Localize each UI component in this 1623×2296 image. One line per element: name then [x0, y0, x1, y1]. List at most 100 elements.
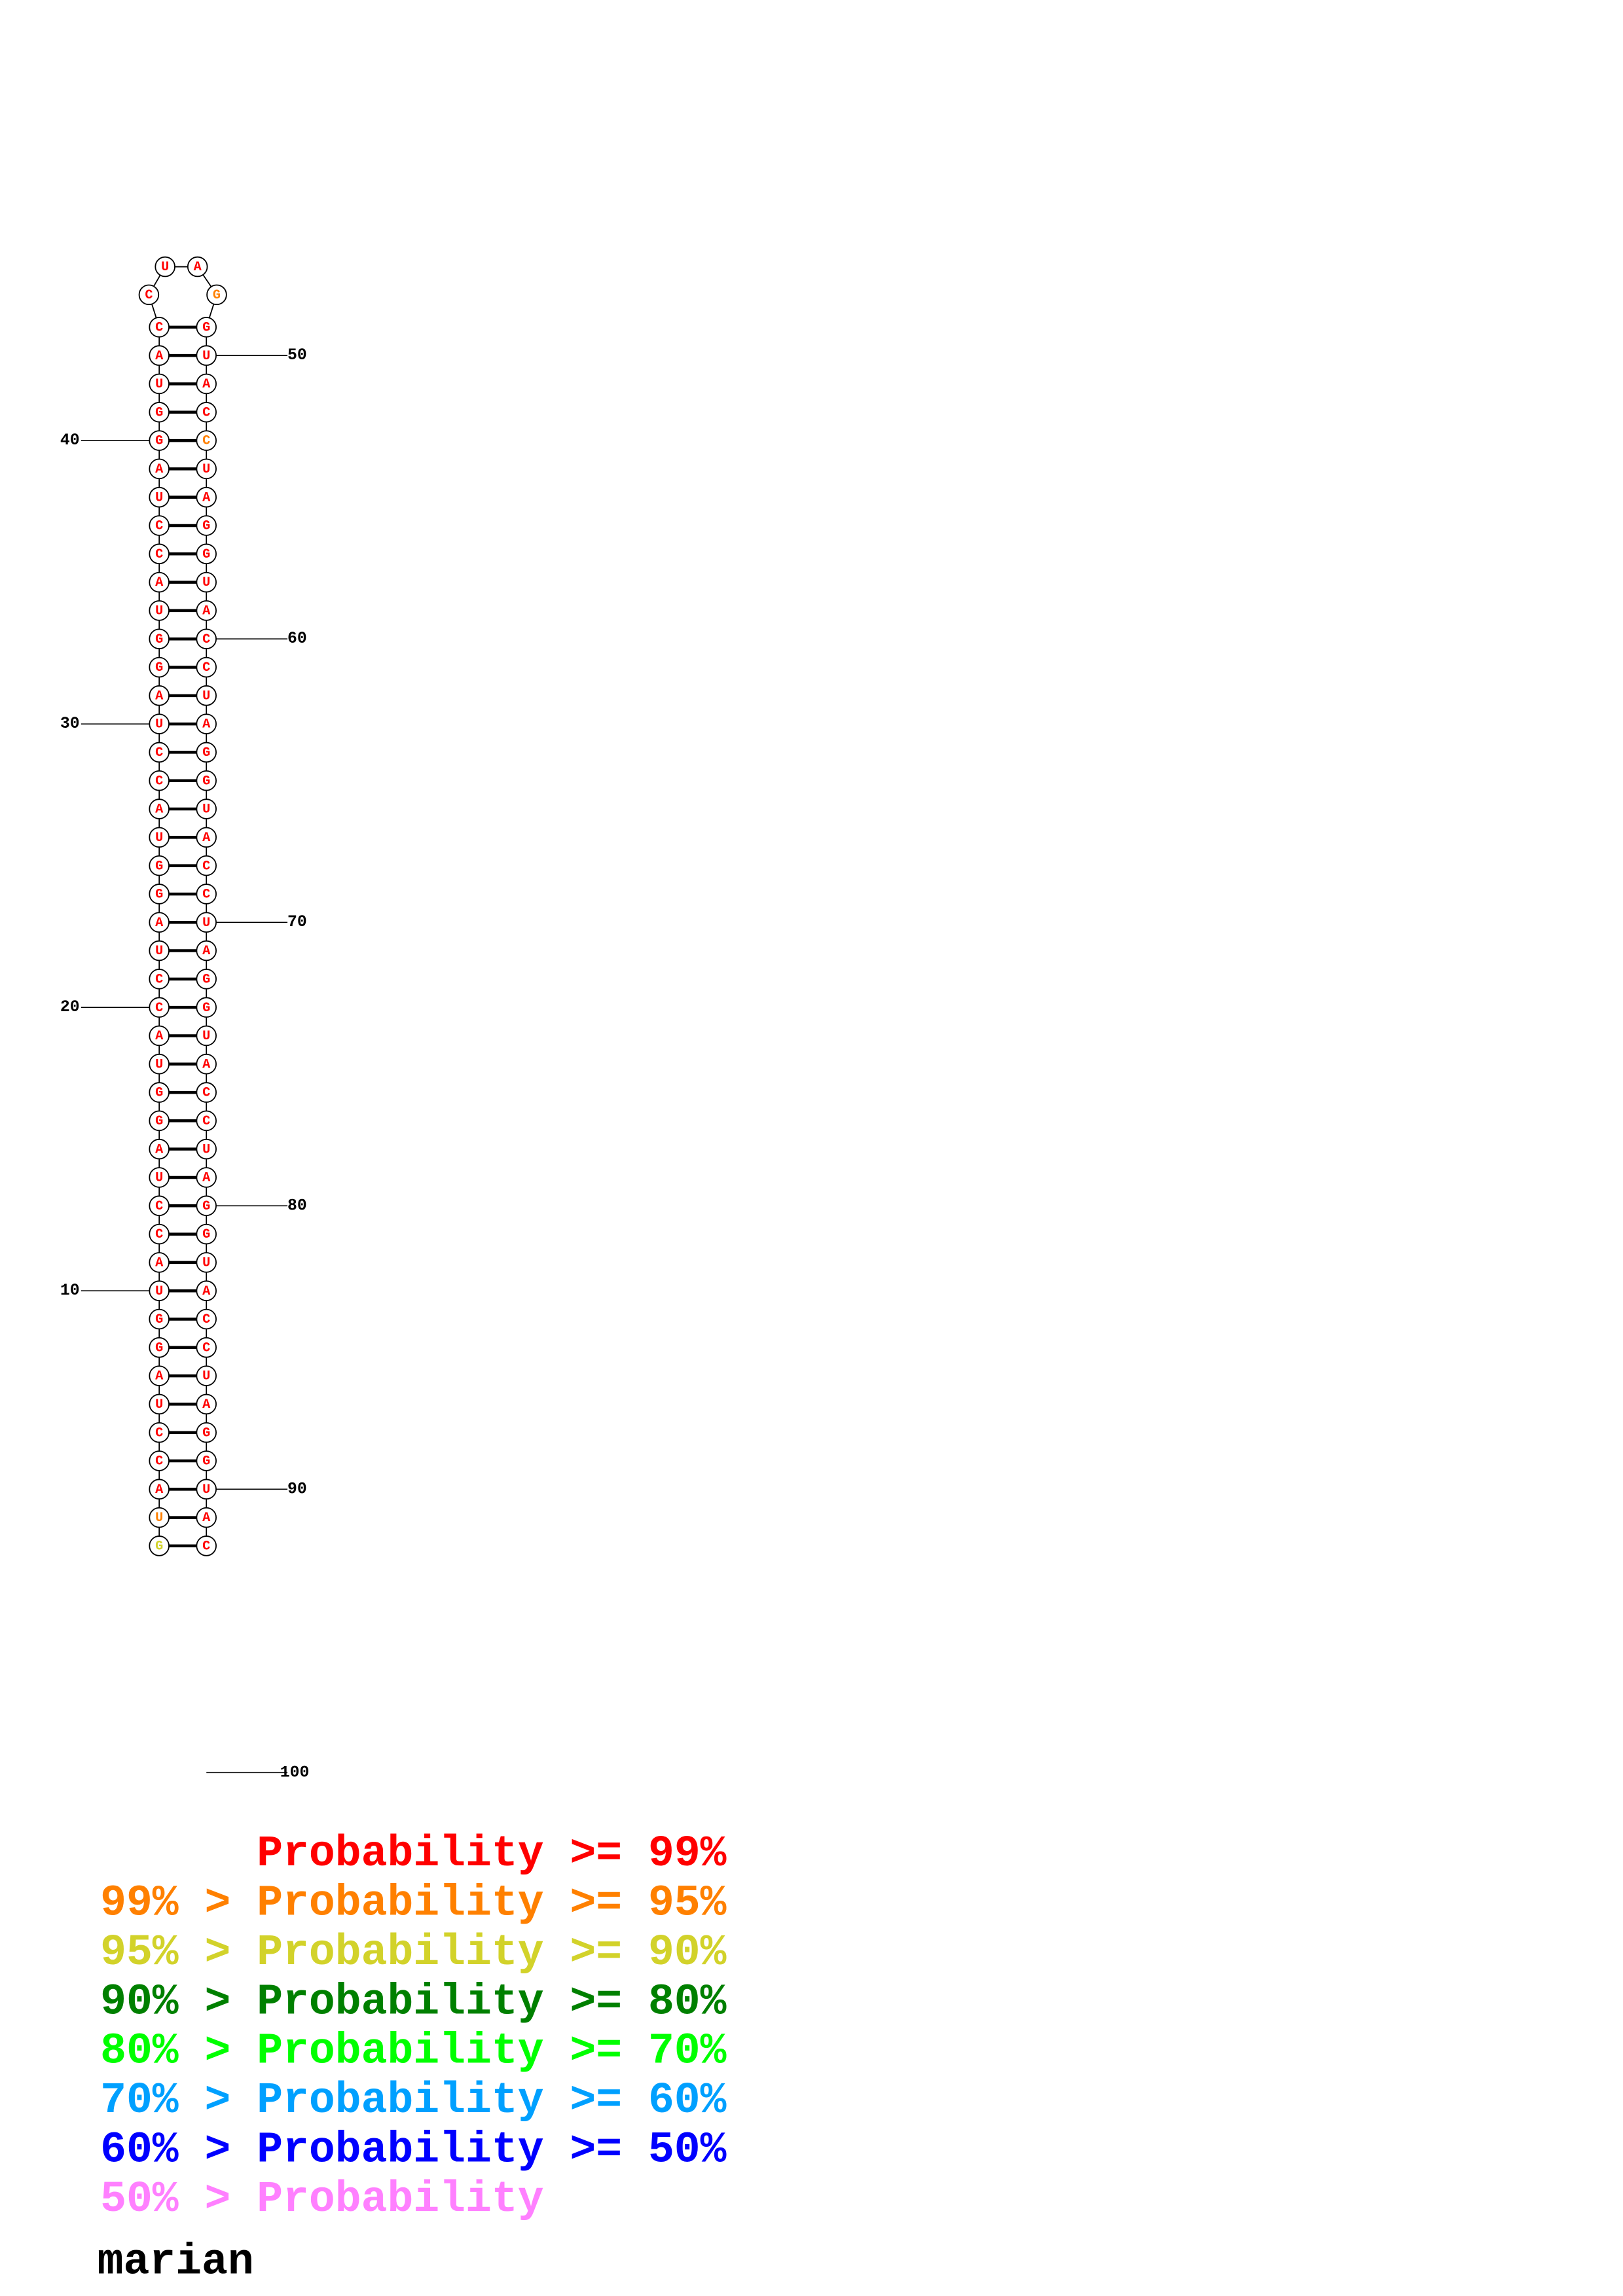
- nucleotide: G: [202, 1001, 210, 1016]
- nucleotide: C: [202, 434, 210, 449]
- nucleotide-circle: [196, 997, 217, 1018]
- nucleotide-circle: [149, 373, 170, 395]
- nucleotide: C: [155, 320, 163, 335]
- nucleotide: G: [155, 660, 163, 675]
- nucleotide: U: [155, 604, 163, 619]
- nucleotide-circle: [149, 685, 170, 706]
- nucleotide-circle: [196, 1110, 217, 1132]
- nucleotide: G: [155, 859, 163, 874]
- nucleotide-circle: [149, 1223, 170, 1245]
- nucleotide: A: [155, 1482, 164, 1498]
- footer: marian: [98, 2238, 254, 2287]
- nucleotide: C: [202, 1539, 210, 1554]
- nucleotides: 102030405060708090100GUACCUAGGUACCUAGGUA…: [60, 256, 309, 1782]
- nucleotide-circle: [149, 1138, 170, 1160]
- nucleotide: G: [202, 745, 210, 761]
- nucleotide: G: [155, 434, 163, 449]
- nucleotide: C: [202, 1114, 210, 1129]
- nucleotide-circle: [149, 345, 170, 366]
- nucleotide-circle: [196, 373, 217, 395]
- nucleotide-circle: [196, 1507, 217, 1528]
- nucleotide-circle: [149, 1195, 170, 1217]
- nucleotide: C: [155, 1199, 163, 1214]
- nucleotide: A: [155, 1029, 164, 1044]
- nucleotide: U: [202, 575, 210, 590]
- nucleotide-circle: [149, 855, 170, 876]
- nucleotide-circle: [196, 1252, 217, 1273]
- nucleotide: G: [155, 888, 163, 903]
- legend-entry: 90% > Probability >= 80%: [100, 1977, 727, 2026]
- nucleotide-circle: [196, 940, 217, 961]
- legend-entry: Probability >= 99%: [257, 1829, 726, 1878]
- nucleotide-circle: [155, 256, 175, 278]
- nucleotide-circle: [196, 685, 217, 706]
- nucleotide-circle: [149, 1167, 170, 1188]
- nucleotide: U: [155, 944, 163, 959]
- nucleotide: U: [202, 1142, 210, 1157]
- nucleotide-circle: [196, 1365, 217, 1386]
- legend-entry: 60% > Probability >= 50%: [100, 2126, 727, 2175]
- position-label: 20: [60, 998, 80, 1016]
- nucleotide: C: [155, 774, 163, 789]
- nucleotide: C: [155, 1454, 163, 1469]
- nucleotide: U: [202, 1029, 210, 1044]
- nucleotide: A: [155, 1256, 164, 1271]
- nucleotide: G: [202, 1227, 210, 1242]
- nucleotide: A: [155, 462, 164, 477]
- nucleotide: U: [202, 916, 210, 931]
- nucleotide-circle: [196, 1393, 217, 1415]
- position-label: 70: [287, 913, 307, 931]
- nucleotide-circle: [196, 345, 217, 366]
- nucleotide-circle: [149, 1025, 170, 1047]
- nucleotide: C: [202, 888, 210, 903]
- nucleotide-circle: [149, 1422, 170, 1443]
- nucleotide-circle: [196, 713, 217, 734]
- nucleotide-circle: [149, 1507, 170, 1528]
- nucleotide: G: [202, 972, 210, 987]
- nucleotide: G: [213, 288, 221, 303]
- nucleotide-circle: [196, 402, 217, 423]
- nucleotide-circle: [196, 1223, 217, 1245]
- nucleotide-circle: [149, 884, 170, 905]
- nucleotide: C: [155, 745, 163, 761]
- nucleotide: C: [202, 632, 210, 647]
- nucleotide-circle: [149, 912, 170, 933]
- nucleotide-circle: [196, 458, 217, 480]
- nucleotide-circle: [187, 256, 208, 278]
- nucleotide-circle: [149, 458, 170, 480]
- legend-entry: 99% > Probability >= 95%: [100, 1878, 727, 1928]
- nucleotide-circle: [149, 1054, 170, 1075]
- nucleotide: U: [155, 1511, 163, 1526]
- nucleotide: G: [202, 1454, 210, 1469]
- nucleotide-circle: [149, 1365, 170, 1386]
- nucleotide: C: [155, 519, 163, 534]
- nucleotide: U: [155, 490, 163, 505]
- nucleotide-circle: [196, 430, 217, 451]
- nucleotide-circle: [196, 1535, 217, 1556]
- nucleotide: U: [202, 1482, 210, 1498]
- nucleotide: C: [202, 859, 210, 874]
- nucleotide-circle: [149, 1479, 170, 1500]
- nucleotide-circle: [149, 543, 170, 565]
- nucleotide-circle: [196, 827, 217, 848]
- nucleotide-circle: [196, 1479, 217, 1500]
- nucleotide-circle: [196, 543, 217, 565]
- nucleotide-circle: [196, 656, 217, 678]
- nucleotide-circle: [149, 486, 170, 508]
- nucleotide: A: [155, 575, 164, 590]
- nucleotide: A: [202, 1057, 211, 1072]
- position-label: 10: [60, 1282, 80, 1300]
- nucleotide-circle: [149, 628, 170, 649]
- nucleotide: G: [202, 1426, 210, 1441]
- nucleotide-circle: [196, 317, 217, 338]
- nucleotide-circle: [196, 1337, 217, 1358]
- nucleotide-circle: [196, 884, 217, 905]
- nucleotide: U: [202, 689, 210, 704]
- nucleotide: A: [155, 349, 164, 364]
- nucleotide: A: [155, 802, 164, 817]
- nucleotide-circle: [196, 855, 217, 876]
- nucleotide: A: [202, 944, 211, 959]
- nucleotide: G: [155, 1312, 163, 1327]
- nucleotide-circle: [149, 571, 170, 593]
